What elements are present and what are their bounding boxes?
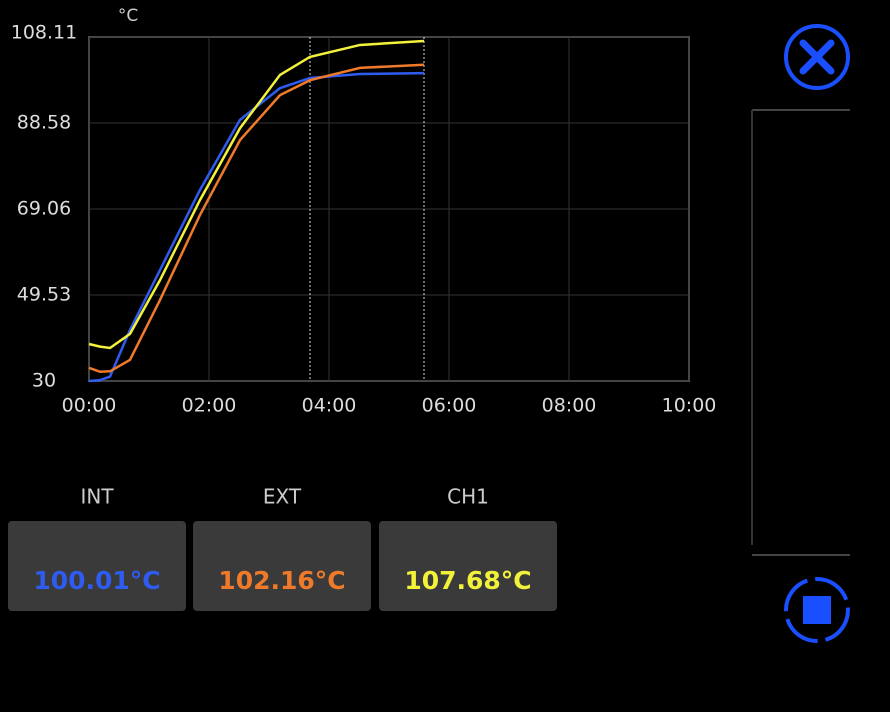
x-tick-label: 04:00 xyxy=(302,395,357,417)
series-line xyxy=(88,39,425,350)
stop-button[interactable] xyxy=(784,577,850,643)
reading-label: INT xyxy=(80,485,114,509)
x-tick-label: 06:00 xyxy=(422,395,477,417)
close-button[interactable] xyxy=(784,24,850,90)
close-ring[interactable] xyxy=(784,24,850,90)
x-tick-label: 00:00 xyxy=(62,395,117,417)
reading-card xyxy=(8,521,186,611)
y-tick-label: 108.11 xyxy=(11,22,77,44)
x-tick-label: 08:00 xyxy=(542,395,597,417)
reading-value: 100.01°C xyxy=(33,566,160,595)
x-tick-label: 02:00 xyxy=(182,395,237,417)
y-unit: °C xyxy=(118,6,138,26)
reading-card xyxy=(193,521,371,611)
y-tick-label: 30 xyxy=(32,370,56,392)
series-line xyxy=(88,63,425,374)
reading-label: EXT xyxy=(263,485,302,509)
reading-label: CH1 xyxy=(447,485,489,509)
x-tick-label: 10:00 xyxy=(662,395,717,417)
stop-icon[interactable] xyxy=(803,596,831,624)
close-icon[interactable] xyxy=(799,39,835,75)
y-tick-label: 88.58 xyxy=(17,112,71,134)
y-tick-label: 69.06 xyxy=(17,197,71,219)
reading-value: 102.16°C xyxy=(218,566,345,595)
y-tick-label: 49.53 xyxy=(17,283,71,305)
stop-ring[interactable] xyxy=(784,577,850,643)
reading-card xyxy=(379,521,557,611)
reading-value: 107.68°C xyxy=(404,566,531,595)
